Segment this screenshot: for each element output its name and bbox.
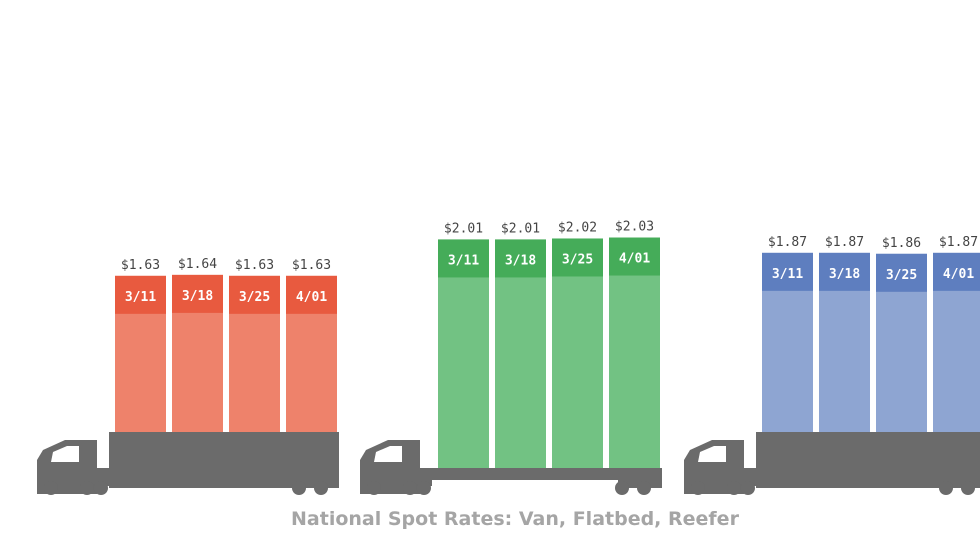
truck-wheel [44,481,58,495]
truck-wheel [615,481,629,495]
value-label: $1.64 [178,257,217,272]
bar-cap [876,253,927,292]
bar-cap [172,274,223,313]
truck-3 [684,432,980,495]
value-label: $1.63 [121,258,160,273]
date-label: 4/01 [296,290,327,305]
truck-window [51,446,79,462]
date-label: 3/18 [829,267,860,282]
bar-3-1: 3/11 $1.87 [762,235,813,432]
bar-1-4: 4/01 $1.63 [286,258,337,432]
value-label: $2.01 [501,221,540,236]
truck-window [374,446,402,462]
truck-wheel [80,481,94,495]
bar-body [438,239,489,468]
bar-3-4: 4/01 $1.87 [933,235,980,432]
bar-1-2: 3/18 $1.64 [172,257,223,432]
truck-cab [360,440,420,494]
truck-wheel [727,481,741,495]
truck-1 [37,432,339,495]
truck-trailer [109,432,339,488]
bar-cap [229,275,280,314]
truck-wheel [403,481,417,495]
date-label: 3/18 [505,253,536,268]
value-label: $2.01 [444,221,483,236]
bar-body [552,238,603,468]
chart-title: National Spot Rates: Van, Flatbed, Reefe… [291,508,739,530]
bar-cap [115,275,166,314]
bar-cap [933,252,980,291]
bar-2-2: 3/18 $2.01 [495,221,546,468]
bar-cap [609,237,660,276]
bar-1-1: 3/11 $1.63 [115,258,166,432]
truck-wheel [691,481,705,495]
truck-wheel [417,481,431,495]
bar-cap [495,239,546,278]
date-label: 3/18 [182,289,213,304]
date-label: 4/01 [943,267,974,282]
bar-cap [286,275,337,314]
truck-wheel [94,481,108,495]
bar-2-1: 3/11 $2.01 [438,221,489,468]
date-label: 3/25 [239,290,270,305]
bar-cap [762,252,813,291]
bar-cap [819,252,870,291]
value-label: $1.87 [768,235,807,250]
bar-1-3: 3/25 $1.63 [229,258,280,432]
value-label: $1.87 [939,235,978,250]
date-label: 3/25 [562,252,593,267]
value-label: $2.02 [558,220,597,235]
truck-wheel [939,481,953,495]
truck-wheel [292,481,306,495]
truck-flatbed [432,468,662,480]
truck-wheel [961,481,975,495]
truck-wheel [741,481,755,495]
date-label: 3/11 [448,253,479,268]
bar-2-3: 3/25 $2.02 [552,220,603,468]
bar-cap [438,239,489,278]
date-label: 4/01 [619,252,650,267]
date-label: 3/11 [772,267,803,282]
date-label: 3/11 [125,290,156,305]
bar-2-4: 4/01 $2.03 [609,220,660,468]
truck-cab [684,440,744,494]
date-label: 3/25 [886,268,917,283]
value-label: $1.63 [235,258,274,273]
truck-wheel [314,481,328,495]
value-label: $2.03 [615,220,654,235]
value-label: $1.86 [882,236,921,251]
truck-trailer [756,432,980,488]
truck-wheel [367,481,381,495]
value-label: $1.87 [825,235,864,250]
truck-2 [360,440,662,495]
bar-body [495,239,546,468]
value-label: $1.63 [292,258,331,273]
truck-cab [37,440,97,494]
truck-window [698,446,726,462]
bar-cap [552,238,603,277]
bar-body [609,237,660,468]
bar-3-3: 3/25 $1.86 [876,236,927,432]
bar-3-2: 3/18 $1.87 [819,235,870,432]
truck-wheel [637,481,651,495]
